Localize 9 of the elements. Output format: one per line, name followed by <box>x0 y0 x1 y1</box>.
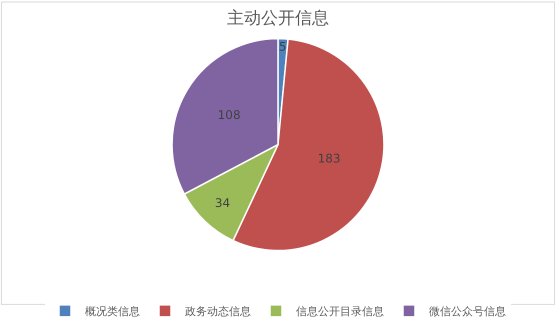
data-label: 34 <box>214 196 230 210</box>
data-label: 5 <box>278 40 287 54</box>
data-label: 108 <box>218 108 241 122</box>
legend-label: 微信公众号信息 <box>429 305 506 318</box>
legend-label: 信息公开目录信息 <box>296 305 384 318</box>
chart-title: 主动公开信息 <box>227 8 329 29</box>
legend-label: 政务动态信息 <box>185 305 251 318</box>
data-label: 183 <box>318 152 341 166</box>
legend-label: 概况类信息 <box>85 305 140 318</box>
